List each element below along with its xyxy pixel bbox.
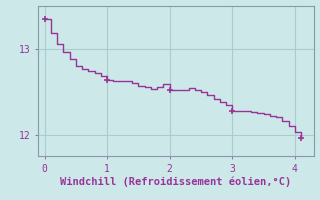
X-axis label: Windchill (Refroidissement éolien,°C): Windchill (Refroidissement éolien,°C)	[60, 176, 292, 187]
